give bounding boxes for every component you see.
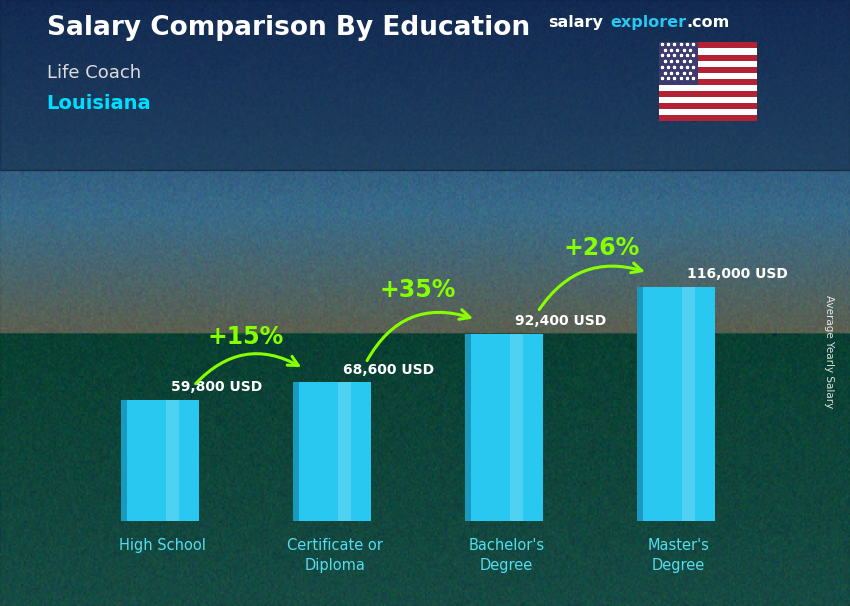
Polygon shape — [292, 382, 298, 521]
Bar — [659, 109, 756, 115]
Bar — [659, 97, 756, 103]
Text: 116,000 USD: 116,000 USD — [688, 267, 788, 281]
Text: 92,400 USD: 92,400 USD — [515, 315, 607, 328]
Polygon shape — [643, 287, 715, 521]
Text: explorer: explorer — [610, 15, 687, 30]
Text: 68,600 USD: 68,600 USD — [343, 362, 434, 376]
Polygon shape — [683, 287, 695, 521]
Bar — [659, 61, 756, 67]
Polygon shape — [338, 382, 351, 521]
Bar — [659, 42, 756, 48]
Text: .com: .com — [687, 15, 730, 30]
Text: Salary Comparison By Education: Salary Comparison By Education — [47, 15, 530, 41]
Polygon shape — [298, 382, 371, 521]
Bar — [659, 91, 756, 97]
Bar — [659, 42, 698, 85]
Text: Life Coach: Life Coach — [47, 64, 141, 82]
Bar — [659, 67, 756, 73]
Text: Average Yearly Salary: Average Yearly Salary — [824, 295, 834, 408]
Bar — [659, 55, 756, 61]
Polygon shape — [167, 400, 179, 521]
Text: salary: salary — [548, 15, 604, 30]
Text: 59,800 USD: 59,800 USD — [172, 381, 263, 395]
Bar — [659, 85, 756, 91]
Text: +15%: +15% — [207, 325, 283, 350]
Polygon shape — [471, 335, 543, 521]
Polygon shape — [127, 400, 199, 521]
Polygon shape — [121, 400, 127, 521]
Bar — [659, 48, 756, 55]
Bar — [659, 79, 756, 85]
Text: Louisiana: Louisiana — [47, 94, 151, 113]
Polygon shape — [465, 335, 471, 521]
Text: +35%: +35% — [379, 278, 456, 302]
Bar — [659, 73, 756, 79]
Bar — [659, 115, 756, 121]
Polygon shape — [637, 287, 643, 521]
Polygon shape — [510, 335, 524, 521]
Text: +26%: +26% — [564, 236, 639, 259]
Bar — [659, 103, 756, 109]
